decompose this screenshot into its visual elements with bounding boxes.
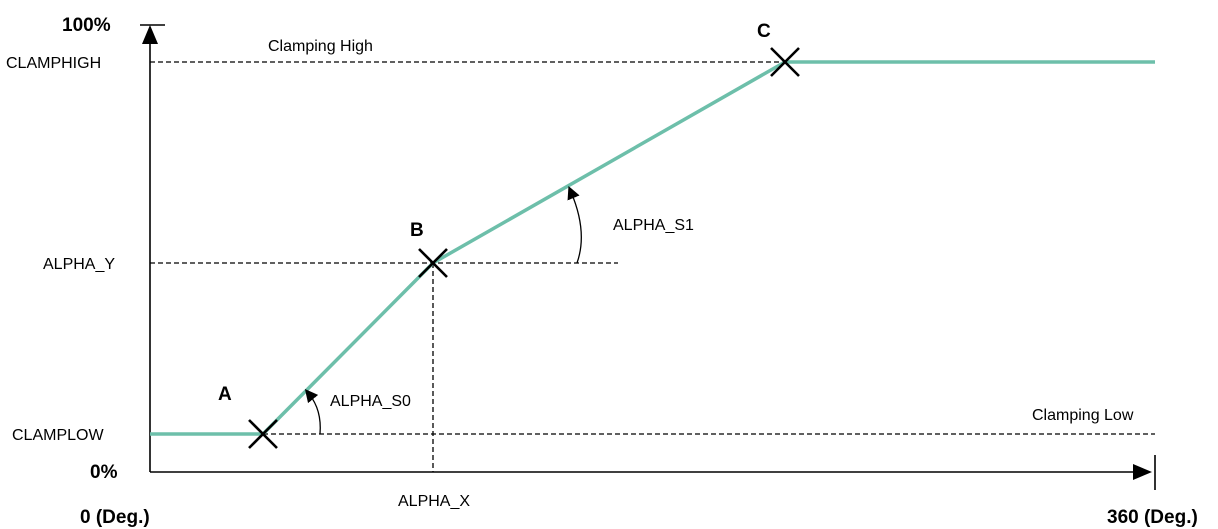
x-min-label: 0 (Deg.)	[80, 507, 150, 528]
x-axis-arrowhead	[1133, 464, 1152, 480]
alpha-x-label: ALPHA_X	[398, 493, 470, 510]
y-max-label: 100%	[62, 15, 111, 36]
clamping-low-annotation: Clamping Low	[1032, 407, 1134, 424]
clamp-high-label: CLAMPHIGH	[6, 55, 101, 72]
alpha-y-label: ALPHA_Y	[43, 256, 115, 273]
point-a-label: A	[218, 384, 232, 405]
point-c-marker	[770, 47, 800, 77]
clamping-high-annotation: Clamping High	[268, 38, 373, 55]
slope1-angle-arc	[567, 186, 582, 264]
x-max-label: 360 (Deg.)	[1107, 507, 1198, 528]
point-b-label: B	[410, 220, 424, 241]
point-a-marker	[248, 419, 278, 449]
slope1-annotation: ALPHA_S1	[613, 217, 694, 234]
point-c-label: C	[757, 21, 771, 42]
clamp-low-label: CLAMPLOW	[12, 427, 104, 444]
point-b-marker	[418, 248, 448, 278]
slope0-annotation: ALPHA_S0	[330, 393, 411, 410]
y-min-label: 0%	[90, 462, 118, 483]
y-axis-arrowhead	[142, 25, 158, 44]
slope0-angle-arc	[304, 388, 321, 435]
transfer-curve	[150, 60, 1155, 436]
